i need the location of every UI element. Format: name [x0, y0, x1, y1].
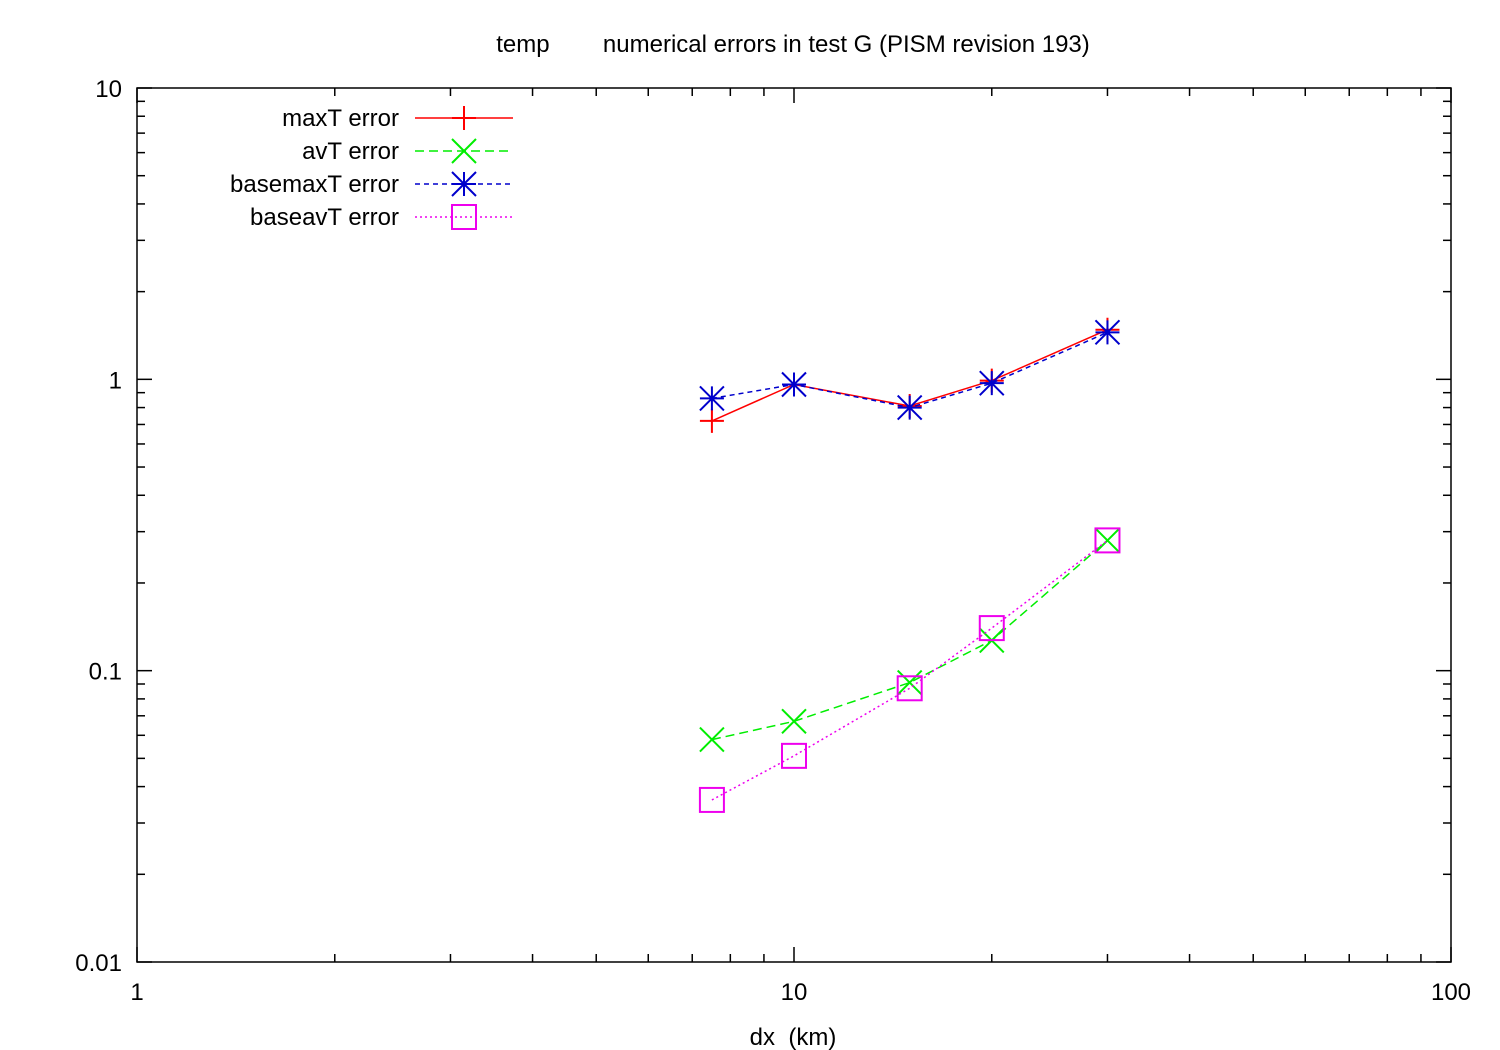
data-point	[781, 371, 807, 398]
series-baseavt-error	[698, 527, 1121, 813]
series-avt-error	[699, 527, 1121, 753]
y-tick-label: 10	[95, 76, 122, 103]
legend-item-basemaxt-error: basemaxT error	[230, 171, 513, 198]
data-point	[978, 615, 1005, 642]
legend-label: maxT error	[282, 105, 399, 132]
x-axis-label: dx (km)	[750, 1024, 837, 1050]
data-point	[896, 394, 923, 421]
data-point	[1094, 319, 1121, 346]
data-point	[699, 385, 725, 412]
legend-marker	[451, 138, 477, 164]
data-point	[699, 726, 725, 753]
series-line	[711, 539, 1108, 801]
data-point	[698, 786, 725, 813]
data-point	[1094, 527, 1121, 554]
legend-label: baseavT error	[250, 204, 399, 231]
x-tick-label: 10	[781, 979, 808, 1006]
y-tick-label: 0.01	[75, 950, 122, 977]
y-tick-label: 0.1	[89, 659, 122, 686]
series-line	[711, 539, 1108, 741]
legend-item-avt-error: avT error	[302, 138, 513, 165]
legend: maxT error avT error basemaxT error baseavT…	[230, 105, 513, 231]
y-tick-label: 1	[109, 367, 122, 394]
data-point	[896, 669, 923, 696]
data-point	[1094, 527, 1121, 554]
data-point	[781, 708, 807, 735]
legend-item-baseavt-error: baseavT error	[250, 204, 513, 231]
legend-marker	[451, 204, 477, 230]
data-point	[979, 370, 1005, 396]
data-point	[781, 742, 807, 769]
series-layer	[698, 317, 1121, 813]
data-point	[699, 408, 724, 433]
chart-title: temp numerical errors in test G (PISM re…	[496, 31, 1090, 58]
legend-marker	[451, 171, 477, 197]
legend-label: basemaxT error	[230, 171, 399, 198]
x-tick-label: 100	[1431, 979, 1471, 1006]
data-point	[896, 675, 923, 702]
legend-label: avT error	[302, 138, 399, 165]
legend-item-maxt-error: maxT error	[282, 105, 513, 132]
series-basemaxt-error	[699, 319, 1121, 421]
axis-ticks: 1 10 100 0.01 0.1 1 10	[75, 76, 1471, 1006]
x-tick-label: 1	[130, 979, 143, 1006]
legend-marker	[452, 106, 476, 130]
